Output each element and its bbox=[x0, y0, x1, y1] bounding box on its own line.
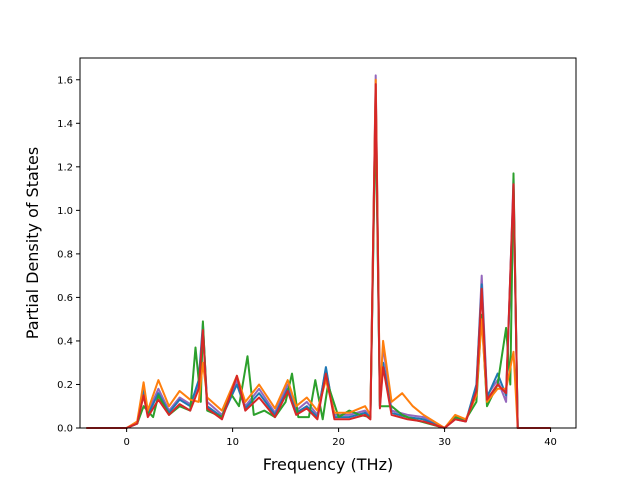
x-axis-label: Frequency (THz) bbox=[263, 455, 393, 474]
y-axis-label: Partial Density of States bbox=[23, 147, 42, 339]
y-tick-label: 0.6 bbox=[57, 293, 73, 304]
y-tick-label: 1.6 bbox=[57, 75, 73, 86]
y-axis: 0.0 0.2 0.4 0.6 0.8 1.0 1.2 1.4 1.6 bbox=[57, 75, 80, 435]
y-tick-label: 0.4 bbox=[57, 336, 73, 347]
x-tick-label: 0 bbox=[123, 437, 129, 448]
y-tick-label: 1.0 bbox=[57, 206, 73, 217]
y-tick-label: 1.4 bbox=[57, 119, 73, 130]
y-tick-label: 0.0 bbox=[57, 424, 73, 435]
y-tick-label: 0.8 bbox=[57, 249, 73, 260]
x-tick-label: 20 bbox=[332, 437, 345, 448]
x-tick-label: 30 bbox=[438, 437, 451, 448]
series-line-5 bbox=[86, 83, 551, 429]
x-axis: 0 10 20 30 40 bbox=[123, 428, 557, 448]
x-tick-label: 40 bbox=[544, 437, 557, 448]
plot-frame bbox=[79, 57, 577, 429]
series-layer bbox=[86, 74, 551, 429]
y-tick-label: 1.2 bbox=[57, 162, 73, 173]
x-tick-label: 10 bbox=[226, 437, 239, 448]
y-tick-label: 0.2 bbox=[57, 380, 73, 391]
